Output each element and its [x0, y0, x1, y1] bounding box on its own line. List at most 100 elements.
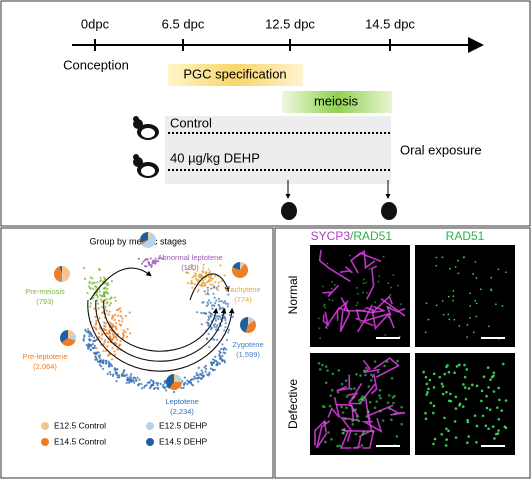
cell-point	[200, 311, 203, 315]
focus	[445, 390, 448, 394]
cell-point	[155, 260, 158, 263]
focus	[353, 387, 356, 390]
focus	[400, 422, 403, 426]
focus	[487, 427, 490, 431]
cell-point	[207, 268, 210, 271]
pie-wedge	[248, 317, 251, 325]
focus	[370, 373, 373, 377]
focus	[355, 415, 359, 418]
focus	[454, 395, 458, 399]
cell-point	[220, 280, 223, 283]
cell-point	[202, 300, 205, 304]
chromosome	[355, 249, 376, 270]
cell-point	[110, 358, 114, 361]
focus	[386, 401, 390, 404]
cell-point	[224, 302, 227, 305]
cell-point	[82, 338, 85, 341]
focus	[326, 369, 329, 372]
cell-point	[205, 304, 208, 308]
focus	[491, 425, 495, 428]
cell-point	[154, 386, 157, 389]
focus	[469, 316, 471, 319]
focus	[356, 301, 359, 304]
cell-point	[202, 374, 205, 377]
cell-point	[102, 343, 105, 346]
legend-swatch	[41, 422, 49, 430]
cell-point	[111, 338, 114, 341]
cell-point	[154, 262, 157, 265]
focus	[452, 299, 454, 302]
focus	[387, 305, 389, 308]
cell-point	[124, 314, 127, 318]
cell-point	[208, 278, 211, 281]
cell-point	[106, 282, 109, 285]
cell-point	[190, 279, 193, 282]
cell-point	[219, 351, 222, 355]
focus	[424, 411, 427, 415]
cell-point	[100, 295, 104, 298]
focus	[324, 365, 328, 368]
cell-point	[96, 360, 100, 363]
focus	[341, 431, 345, 435]
focus	[443, 416, 446, 420]
cell-point	[194, 274, 198, 278]
cell-point	[148, 263, 151, 266]
focus	[488, 408, 492, 411]
pie-wedge	[239, 317, 248, 333]
focus	[362, 430, 366, 434]
cell-point	[191, 276, 194, 279]
cell-point	[213, 285, 216, 288]
focus	[361, 432, 364, 435]
focus	[318, 368, 322, 371]
focus	[497, 417, 501, 421]
focus	[340, 405, 343, 409]
focus	[470, 383, 474, 387]
legend-swatch	[146, 438, 154, 446]
focus	[344, 379, 348, 382]
cell-point	[189, 381, 193, 384]
channel-label: /RAD51	[350, 229, 392, 243]
focus	[395, 435, 399, 438]
cell-point	[151, 259, 155, 262]
focus	[500, 409, 504, 412]
focus	[492, 371, 496, 375]
cell-point	[101, 306, 104, 309]
cell-point	[214, 317, 217, 320]
focus	[400, 303, 402, 306]
cell-point	[204, 364, 207, 367]
stage-name: Zygotene	[232, 340, 263, 349]
focus	[447, 429, 450, 433]
pie-wedge	[60, 330, 68, 343]
cell-point	[100, 365, 103, 368]
cell-point	[217, 318, 220, 321]
cell-point	[148, 381, 151, 384]
stage-name: Pachytene	[225, 285, 260, 294]
chromosome	[371, 309, 390, 331]
chromosome	[370, 372, 378, 395]
focus	[387, 282, 390, 285]
focus	[355, 372, 358, 376]
focus	[362, 291, 364, 294]
cell-point	[187, 380, 190, 383]
cell-point	[107, 313, 110, 316]
cell-point	[86, 345, 90, 348]
focus	[341, 411, 345, 414]
cell-point	[115, 336, 118, 339]
cell-point	[122, 334, 126, 337]
cell-point	[83, 277, 87, 281]
cell-point	[107, 354, 110, 357]
cell-point	[132, 376, 135, 379]
pie-wedge	[59, 266, 62, 274]
cell-point	[105, 331, 108, 335]
panel-border	[0, 227, 274, 479]
chromosome	[335, 403, 355, 421]
focus	[469, 292, 471, 295]
stage-name: Leptotene	[165, 397, 198, 406]
cell-point	[191, 286, 194, 289]
cell-point	[137, 384, 140, 387]
cell-point	[158, 257, 161, 260]
cell-point	[116, 376, 119, 379]
cell-point	[108, 298, 111, 301]
cell-point	[196, 279, 199, 282]
focus	[445, 438, 448, 441]
